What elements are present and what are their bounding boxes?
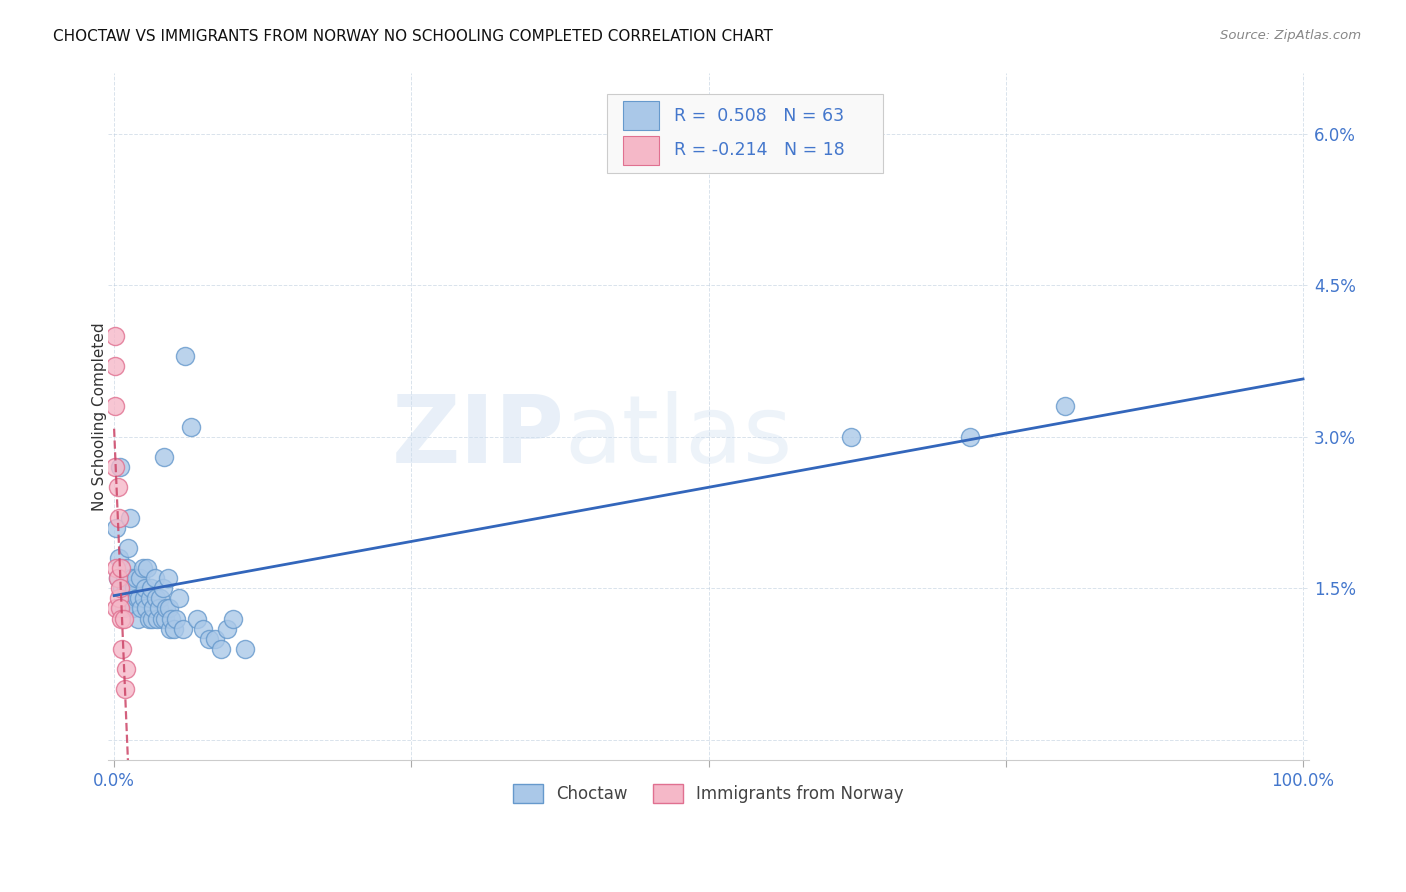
Point (122, 601, 145, 615)
Point (110, 601, 132, 615)
Point (128, 591, 150, 606)
Point (110, 561, 132, 575)
Point (131, 561, 153, 575)
Point (111, 582, 134, 596)
Point (233, 641, 256, 656)
Point (120, 591, 142, 606)
Point (172, 622, 194, 636)
Point (124, 571, 146, 585)
FancyBboxPatch shape (606, 94, 883, 173)
Point (110, 611, 132, 625)
Point (157, 601, 180, 615)
Point (160, 611, 183, 625)
Text: R =  0.508   N = 63: R = 0.508 N = 63 (673, 106, 844, 125)
Point (104, 460, 127, 475)
Text: atlas: atlas (564, 391, 793, 483)
Point (111, 641, 134, 656)
Point (104, 328, 127, 343)
Point (209, 641, 232, 656)
Text: CHOCTAW VS IMMIGRANTS FROM NORWAY NO SCHOOLING COMPLETED CORRELATION CHART: CHOCTAW VS IMMIGRANTS FROM NORWAY NO SCH… (53, 29, 773, 44)
Point (155, 601, 177, 615)
Point (174, 349, 197, 363)
Text: ZIP: ZIP (392, 391, 564, 483)
Point (148, 601, 170, 615)
Point (104, 359, 127, 373)
Point (169, 591, 191, 606)
Point (105, 561, 128, 575)
Point (117, 541, 139, 555)
Bar (623, 101, 659, 130)
Point (152, 582, 174, 596)
Point (204, 632, 226, 646)
Point (139, 591, 162, 606)
Point (134, 582, 156, 596)
Point (112, 601, 135, 615)
Legend: Choctaw, Immigrants from Norway: Choctaw, Immigrants from Norway (506, 778, 911, 810)
Point (125, 591, 148, 606)
Point (118, 510, 141, 524)
Point (143, 571, 166, 585)
Point (105, 601, 128, 615)
Point (127, 611, 149, 625)
Bar (623, 136, 659, 165)
Point (132, 591, 155, 606)
Point (153, 450, 176, 464)
Point (141, 611, 163, 625)
Point (159, 622, 181, 636)
Y-axis label: No Schooling Completed: No Schooling Completed (93, 322, 107, 511)
Point (105, 521, 128, 535)
Point (129, 571, 152, 585)
Point (198, 632, 221, 646)
Point (149, 591, 172, 606)
Point (112, 611, 135, 625)
Point (139, 582, 162, 596)
Point (107, 571, 129, 585)
Point (108, 551, 131, 566)
Point (165, 611, 187, 625)
Point (108, 582, 131, 596)
Point (180, 419, 202, 434)
Point (222, 611, 245, 625)
Point (146, 611, 169, 625)
Point (115, 582, 138, 596)
Point (186, 611, 208, 625)
Point (108, 460, 131, 475)
Point (162, 622, 184, 636)
Text: Source: ZipAtlas.com: Source: ZipAtlas.com (1220, 29, 1361, 42)
Point (215, 622, 238, 636)
Point (135, 601, 157, 615)
Point (107, 571, 129, 585)
Point (145, 591, 167, 606)
Point (1054, 400, 1077, 414)
Point (124, 582, 146, 596)
Point (193, 622, 215, 636)
Point (108, 510, 131, 524)
Point (104, 400, 127, 414)
Point (150, 611, 173, 625)
Point (115, 662, 138, 676)
Point (114, 682, 136, 697)
Text: R = -0.214   N = 18: R = -0.214 N = 18 (673, 141, 845, 160)
Point (121, 571, 143, 585)
Point (155, 611, 177, 625)
Point (156, 571, 179, 585)
Point (115, 561, 138, 575)
Point (108, 601, 131, 615)
Point (839, 430, 862, 444)
Point (131, 601, 153, 615)
Point (142, 601, 165, 615)
Point (114, 571, 136, 585)
Point (108, 591, 131, 606)
Point (959, 430, 981, 444)
Point (107, 480, 129, 494)
Point (136, 561, 159, 575)
Point (138, 611, 160, 625)
